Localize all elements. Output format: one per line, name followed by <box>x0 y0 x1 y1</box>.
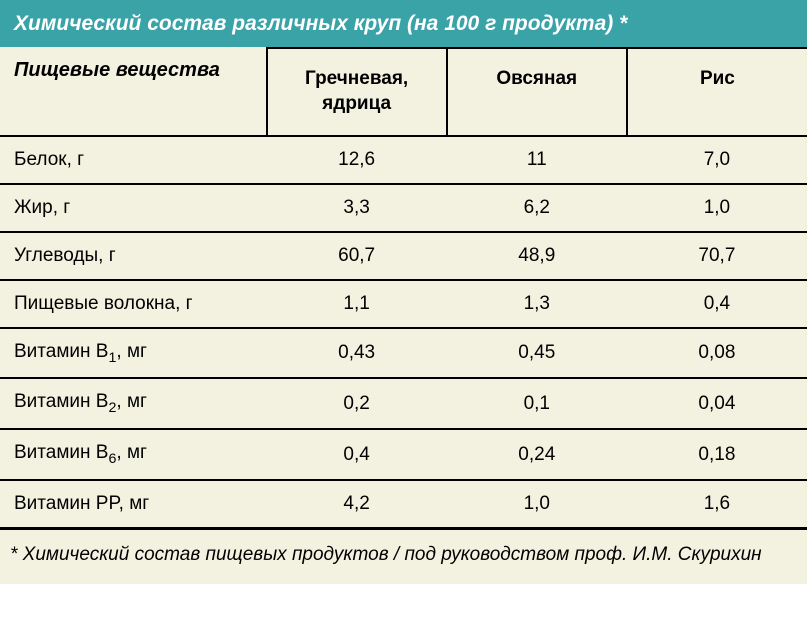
table-row: Белок, г12,6117,0 <box>0 136 807 184</box>
cell-value: 0,45 <box>447 328 627 379</box>
cell-value: 48,9 <box>447 232 627 280</box>
nutrient-label: Углеводы, г <box>0 232 267 280</box>
table-row: Витамин PP, мг4,21,01,6 <box>0 480 807 529</box>
cell-value: 11 <box>447 136 627 184</box>
footnote: * Химический состав пищевых продуктов / … <box>0 530 807 584</box>
cell-value: 0,2 <box>267 378 447 429</box>
nutrient-label: Витамин B6, мг <box>0 429 267 480</box>
cell-value: 1,3 <box>447 280 627 328</box>
cell-value: 0,18 <box>627 429 807 480</box>
cell-value: 1,0 <box>627 184 807 232</box>
nutrient-label: Витамин B1, мг <box>0 328 267 379</box>
cell-value: 0,43 <box>267 328 447 379</box>
cell-value: 6,2 <box>447 184 627 232</box>
row-header-label: Пищевые вещества <box>0 47 267 135</box>
table-row: Витамин B1, мг0,430,450,08 <box>0 328 807 379</box>
table-row: Витамин B6, мг0,40,240,18 <box>0 429 807 480</box>
cell-value: 3,3 <box>267 184 447 232</box>
table-row: Жир, г3,36,21,0 <box>0 184 807 232</box>
col-header-2: Рис <box>627 48 807 135</box>
cell-value: 1,6 <box>627 480 807 529</box>
cell-value: 60,7 <box>267 232 447 280</box>
cell-value: 1,0 <box>447 480 627 529</box>
cell-value: 0,08 <box>627 328 807 379</box>
cell-value: 0,4 <box>267 429 447 480</box>
col-header-1: Овсяная <box>447 48 627 135</box>
cell-value: 70,7 <box>627 232 807 280</box>
table-container: Химический состав различных круп (на 100… <box>0 0 807 584</box>
nutrition-table: Пищевые вещества Гречневая, ядрица Овсян… <box>0 47 807 530</box>
table-row: Пищевые волокна, г1,11,30,4 <box>0 280 807 328</box>
table-row: Углеводы, г60,748,970,7 <box>0 232 807 280</box>
cell-value: 0,4 <box>627 280 807 328</box>
nutrient-label: Пищевые волокна, г <box>0 280 267 328</box>
cell-value: 12,6 <box>267 136 447 184</box>
table-row: Витамин B2, мг0,20,10,04 <box>0 378 807 429</box>
table-title: Химический состав различных круп (на 100… <box>0 0 807 47</box>
nutrient-label: Белок, г <box>0 136 267 184</box>
nutrient-label: Витамин B2, мг <box>0 378 267 429</box>
col-header-0: Гречневая, ядрица <box>267 48 447 135</box>
cell-value: 7,0 <box>627 136 807 184</box>
nutrient-label: Витамин PP, мг <box>0 480 267 529</box>
cell-value: 0,1 <box>447 378 627 429</box>
nutrient-label: Жир, г <box>0 184 267 232</box>
cell-value: 0,04 <box>627 378 807 429</box>
cell-value: 0,24 <box>447 429 627 480</box>
cell-value: 4,2 <box>267 480 447 529</box>
cell-value: 1,1 <box>267 280 447 328</box>
